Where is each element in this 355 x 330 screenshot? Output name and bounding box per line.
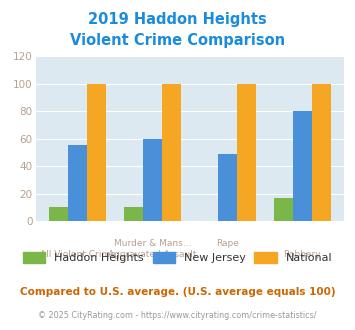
Bar xyxy=(49,207,68,221)
Text: Rape: Rape xyxy=(216,239,239,248)
Text: © 2025 CityRating.com - https://www.cityrating.com/crime-statistics/: © 2025 CityRating.com - https://www.city… xyxy=(38,311,317,320)
Bar xyxy=(87,83,106,221)
Text: All Violent Crime: All Violent Crime xyxy=(40,250,115,259)
Text: Compared to U.S. average. (U.S. average equals 100): Compared to U.S. average. (U.S. average … xyxy=(20,287,335,297)
Text: Aggravated Assault: Aggravated Assault xyxy=(108,250,197,259)
Bar xyxy=(162,83,181,221)
Bar xyxy=(237,83,256,221)
Bar xyxy=(218,154,237,221)
Text: Murder & Mans...: Murder & Mans... xyxy=(114,239,191,248)
Legend: Haddon Heights, New Jersey, National: Haddon Heights, New Jersey, National xyxy=(23,252,332,263)
Bar xyxy=(124,207,143,221)
Bar xyxy=(274,198,293,221)
Text: 2019 Haddon Heights
Violent Crime Comparison: 2019 Haddon Heights Violent Crime Compar… xyxy=(70,12,285,48)
Bar xyxy=(293,111,312,221)
Bar xyxy=(68,146,87,221)
Text: Robbery: Robbery xyxy=(284,250,321,259)
Bar xyxy=(143,139,162,221)
Bar xyxy=(312,83,331,221)
